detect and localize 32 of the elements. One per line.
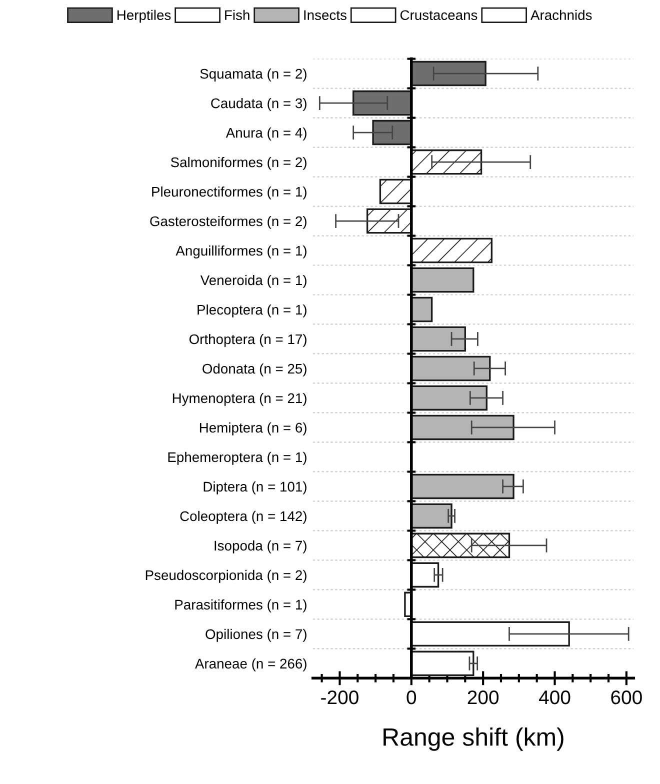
legend-label: Arachnids [530, 10, 592, 20]
legend-label: Insects [304, 10, 346, 20]
legend-label: Fish [225, 10, 250, 20]
y-tick-label: Caudata (n = 3) [211, 98, 306, 111]
y-tick-label: Ephemeroptera (n = 1) [168, 452, 306, 465]
y-tick-label: Isopoda (n = 7) [214, 540, 306, 554]
y-tick-label: Pleuronectiformes (n = 1) [152, 186, 306, 200]
y-tick-label: Coleoptera (n = 142) [180, 510, 306, 524]
y-tick-label: Gasterosteiformes (n = 2) [150, 216, 306, 229]
legend-label: Crustaceans [400, 10, 478, 20]
x-axis-title: Range shift (km) [384, 728, 564, 751]
y-tick-label: Veneroida (n = 1) [200, 274, 306, 288]
y-tick-label: Hemiptera (n = 6) [200, 422, 306, 436]
x-tick-label: 0 [406, 690, 416, 704]
y-tick-label: Hymenoptera (n = 21) [172, 392, 306, 406]
y-tick-label: Opiliones (n = 7) [206, 628, 306, 642]
y-tick-label: Orthoptera (n = 17) [189, 334, 306, 347]
y-tick-label: Plecoptera (n = 1) [198, 304, 306, 318]
x-tick-label: -200 [321, 690, 358, 704]
x-tick-label: 600 [611, 690, 642, 704]
y-tick-label: Araneae (n = 266) [194, 658, 306, 672]
x-tick-label: 200 [468, 690, 499, 704]
legend-label: Herptiles [118, 10, 171, 23]
y-tick-label: Pseudoscorpionida (n = 2) [146, 570, 306, 583]
y-tick-label: Anguilliformes (n = 1) [176, 245, 306, 258]
y-tick-label: Parasitiformes (n = 1) [175, 599, 306, 612]
x-tick-label: 400 [538, 690, 570, 704]
y-tick-label: Diptera (n = 101) [204, 481, 306, 494]
y-tick-label: Odonata (n = 25) [202, 363, 306, 376]
y-tick-label: Anura (n = 4) [226, 128, 306, 140]
y-tick-label: Squamata (n = 2) [200, 68, 306, 82]
y-tick-label: Salmoniformes (n = 2) [170, 156, 306, 170]
